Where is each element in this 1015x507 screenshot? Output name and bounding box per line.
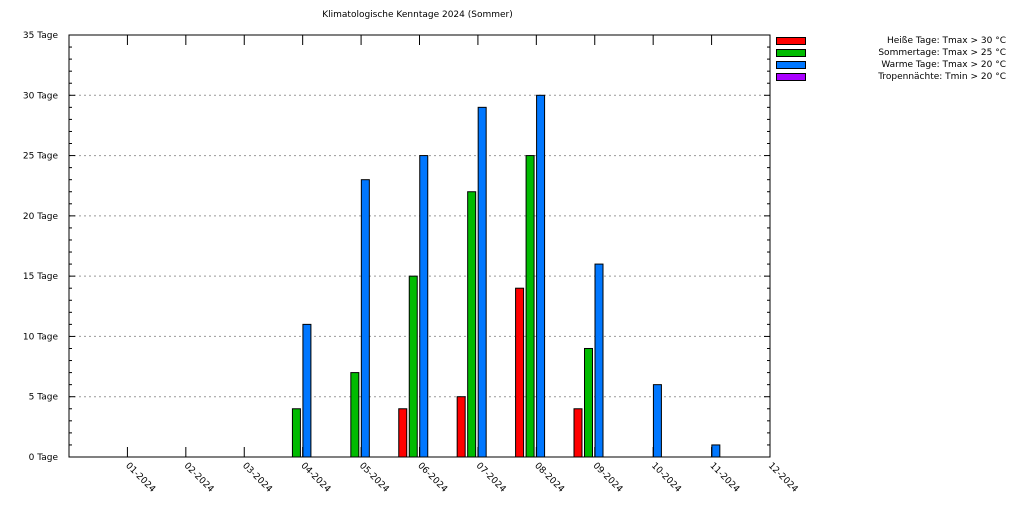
- legend-entry-sommertage: Sommertage: Tmax > 25 °C: [776, 47, 1006, 59]
- x-tick-label: 11-2024: [707, 461, 741, 495]
- bar-sommertage-08-2024: [525, 155, 535, 458]
- x-tick-label: 04-2024: [299, 461, 333, 495]
- legend-swatch-sommertage: [776, 49, 806, 57]
- y-tick-label: 25 Tage: [23, 152, 59, 162]
- chart-title: Klimatologische Kenntage 2024 (Sommer): [322, 10, 513, 20]
- x-tick-label: 02-2024: [182, 461, 216, 495]
- bar-hei-e-tage-09-2024: [573, 408, 583, 458]
- legend-label-warme-tage: Warme Tage: Tmax > 20 °C: [881, 60, 1006, 70]
- bar-sommertage-06-2024: [408, 275, 418, 458]
- x-tick-label: 05-2024: [357, 461, 391, 495]
- y-tick-label: 35 Tage: [23, 31, 59, 41]
- legend-entry-tropennaechte: Tropennächte: Tmin > 20 °C: [776, 71, 1006, 83]
- legend-swatch-tropennaechte: [776, 73, 806, 81]
- x-tick-label: 06-2024: [415, 461, 449, 495]
- bar-hei-e-tage-06-2024: [398, 408, 408, 458]
- x-tick-label: 01-2024: [123, 461, 157, 495]
- y-tick-label: 20 Tage: [23, 212, 59, 222]
- bar-sommertage-04-2024: [291, 408, 301, 458]
- y-tick-label: 0 Tage: [29, 453, 59, 463]
- x-tick-label: 09-2024: [591, 461, 625, 495]
- bar-sommertage-07-2024: [467, 191, 477, 458]
- bar-sommertage-09-2024: [584, 347, 593, 458]
- legend-entry-heisse-tage: Heiße Tage: Tmax > 30 °C: [776, 35, 1006, 47]
- bar-warme-tage-04-2024: [302, 323, 312, 458]
- bar-warme-tage-07-2024: [477, 106, 487, 458]
- bar-warme-tage-10-2024: [652, 384, 662, 458]
- plot-frame: [68, 34, 771, 458]
- bar-hei-e-tage-08-2024: [515, 287, 525, 458]
- bar-warme-tage-09-2024: [594, 263, 604, 458]
- y-tick-label: 15 Tage: [23, 272, 59, 282]
- bar-warme-tage-08-2024: [536, 94, 546, 458]
- bar-hei-e-tage-07-2024: [456, 396, 466, 458]
- bar-warme-tage-05-2024: [360, 179, 370, 458]
- x-tick-label: 08-2024: [532, 461, 566, 495]
- y-tick-label: 10 Tage: [23, 332, 59, 342]
- y-tick-label: 5 Tage: [29, 393, 59, 403]
- legend-label-tropennaechte: Tropennächte: Tmin > 20 °C: [878, 72, 1006, 82]
- bar-warme-tage-06-2024: [419, 155, 429, 458]
- legend-label-sommertage: Sommertage: Tmax > 25 °C: [878, 48, 1006, 58]
- y-tick-label: 30 Tage: [23, 91, 59, 101]
- legend-entry-warme-tage: Warme Tage: Tmax > 20 °C: [776, 59, 1006, 71]
- x-tick-label: 12-2024: [766, 461, 800, 495]
- chart-legend: Heiße Tage: Tmax > 30 °C Sommertage: Tma…: [776, 35, 1006, 83]
- legend-swatch-heisse-tage: [776, 37, 806, 45]
- x-tick-label: 10-2024: [649, 461, 683, 495]
- legend-label-heisse-tage: Heiße Tage: Tmax > 30 °C: [886, 36, 1006, 46]
- x-tick-label: 03-2024: [240, 461, 274, 495]
- legend-swatch-warme-tage: [776, 61, 806, 69]
- bar-warme-tage-11-2024: [711, 444, 721, 458]
- bar-sommertage-05-2024: [350, 372, 360, 458]
- x-tick-label: 07-2024: [474, 461, 508, 495]
